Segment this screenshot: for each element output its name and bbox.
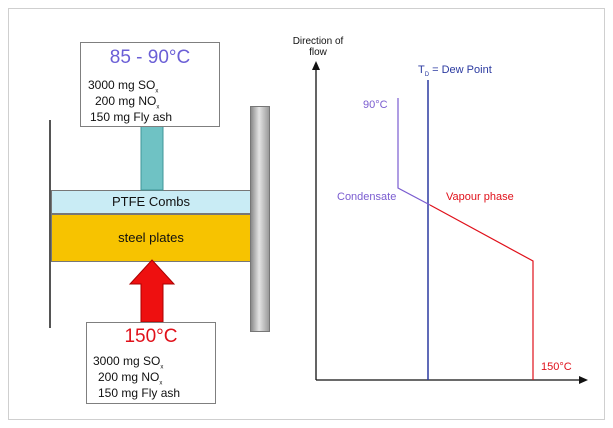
condensate-curve [397,98,431,206]
slide-frame [8,8,605,420]
inlet-temperature: 150°C [124,326,178,347]
inlet-arrow [128,259,176,323]
inlet-no-line: 200 mg NOx [98,370,163,387]
outlet-gas-box: 85 - 90°C 3000 mg SOx 200 mg NOx 150 mg … [80,42,220,127]
temp-bottom-label: 150°C [541,361,572,373]
left-wall [49,120,51,328]
ptfe-combs-layer: PTFE Combs [51,190,251,214]
steel-plates-label: steel plates [118,230,184,245]
axis-label-line2: flow [309,47,328,58]
inlet-gas-box: 150°C 3000 mg SOx 200 mg NOx 150 mg Fly … [86,322,216,404]
outlet-flyash-line: 150 mg Fly ash [90,110,173,124]
temp-top-label: 90°C [363,99,388,111]
y-axis-arrowhead [312,61,320,70]
outlet-so-line: 3000 mg SOx [88,78,159,95]
ptfe-combs-label: PTFE Combs [111,194,190,209]
inlet-flyash-line: 150 mg Fly ash [98,386,181,400]
steel-plates-layer: steel plates [51,214,251,262]
outlet-no-line: 200 mg NOx [95,94,160,111]
condensate-label: Condensate [337,191,396,203]
outlet-temperature: 85 - 90°C [109,47,191,68]
axis-label-line1: Direction of [293,36,344,47]
dew-point-label: TD = Dew Point [418,64,492,78]
x-axis-arrowhead [579,376,588,384]
vapour-curve [429,204,534,380]
vapour-phase-label: Vapour phase [446,191,514,203]
inlet-so-line: 3000 mg SOx [93,354,164,371]
